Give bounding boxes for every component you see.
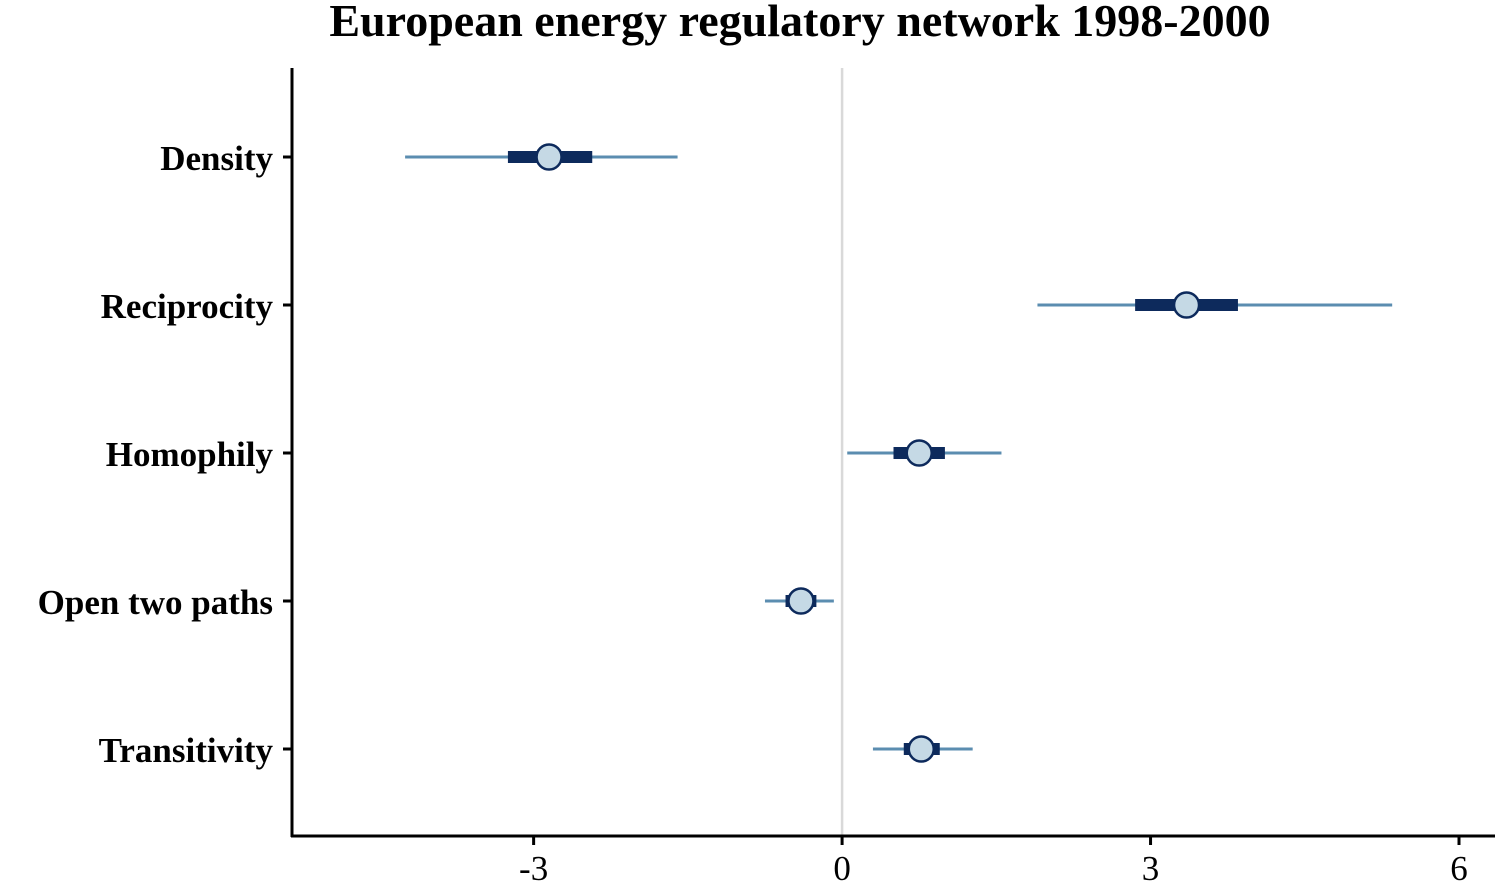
- x-tick-label: 6: [1450, 849, 1468, 888]
- estimates: [405, 143, 1393, 763]
- estimate-row: [764, 587, 834, 615]
- estimate-row: [405, 143, 678, 171]
- estimate-row: [1037, 291, 1393, 319]
- point-estimate: [1172, 291, 1201, 319]
- category-label: Reciprocity: [101, 287, 274, 326]
- x-tick-label: 3: [1142, 849, 1160, 888]
- category-label: Homophily: [106, 435, 274, 474]
- category-label: Open two paths: [38, 583, 273, 622]
- chart-title: European energy regulatory network 1998-…: [329, 0, 1270, 46]
- x-tick-label: -3: [519, 849, 548, 888]
- point-estimate: [787, 587, 815, 615]
- x-tick-label: 0: [833, 849, 851, 888]
- axes: -3 0 3 6 Density Reciprocity Homophily Open two…: [38, 68, 1495, 888]
- estimate-row: [872, 735, 973, 763]
- category-label: Density: [160, 139, 273, 178]
- point-estimate: [535, 143, 563, 171]
- point-estimate: [905, 439, 933, 467]
- estimate-row: [847, 439, 1002, 467]
- point-estimate: [907, 735, 936, 763]
- category-label: Transitivity: [99, 731, 274, 770]
